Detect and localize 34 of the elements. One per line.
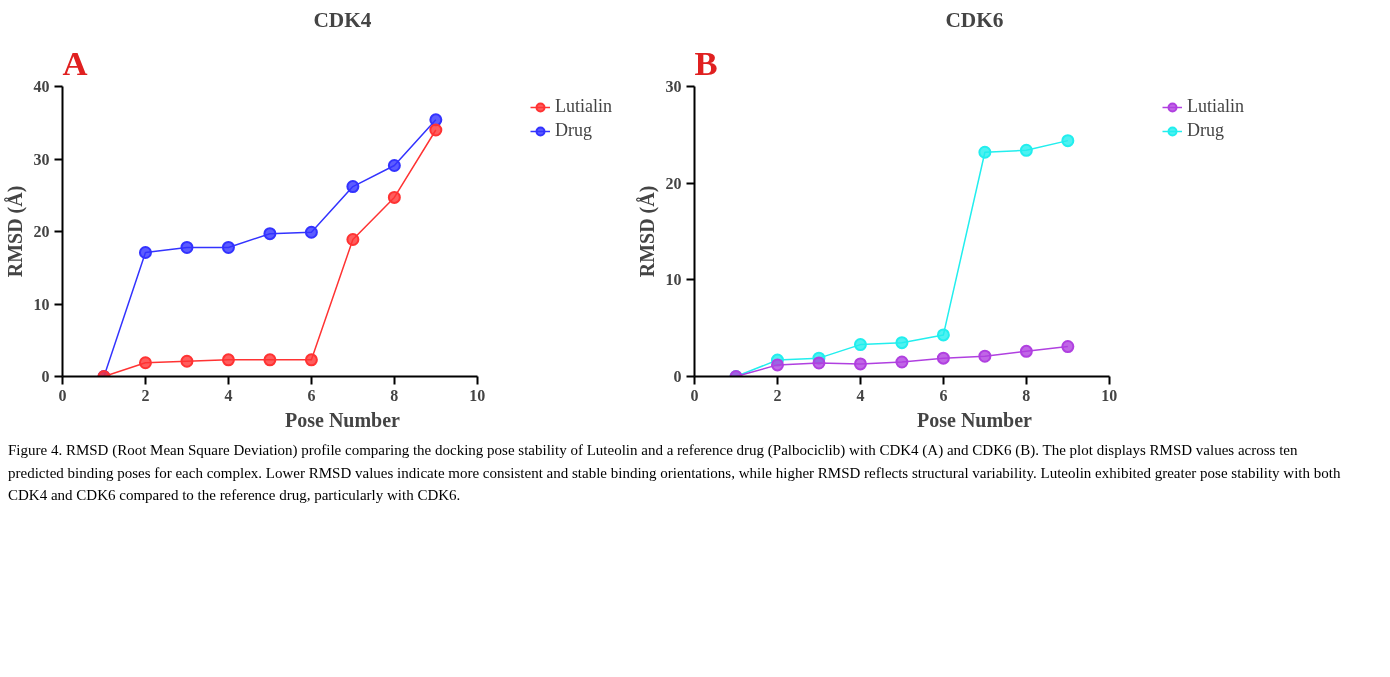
y-tick-label: 30 — [33, 150, 50, 168]
x-tick-label: 4 — [856, 386, 865, 404]
x-tick-label: 8 — [390, 386, 399, 404]
x-tick-label: 0 — [690, 386, 699, 404]
chart-title: CDK6 — [945, 7, 1004, 32]
x-axis-title: Pose Number — [285, 408, 401, 431]
x-axis-title: Pose Number — [917, 408, 1033, 431]
y-tick-label: 30 — [665, 78, 682, 95]
chart-title: CDK4 — [313, 7, 372, 32]
legend-label: Lutialin — [1187, 96, 1244, 117]
y-tick-label: 20 — [33, 223, 50, 240]
x-tick-label: 10 — [1101, 386, 1118, 404]
x-tick-label: 2 — [141, 386, 150, 404]
x-tick-label: 10 — [469, 386, 486, 404]
legend-label: Drug — [1187, 120, 1224, 141]
y-tick-label: 10 — [33, 295, 50, 313]
y-tick-label: 0 — [41, 368, 50, 385]
text: B — [694, 43, 718, 82]
y-axis-title: RMSD (Å) — [635, 185, 659, 278]
x-tick-label: 2 — [773, 386, 782, 404]
x-tick-label: 8 — [1022, 386, 1031, 404]
caption: Figure 4. RMSD (Root Mean Square Deviation) profile comparing the docking pose stability of Luteolin and a reference drug (Palbociclib) with CDK4 (A) and CDK6 (B). The plot displays RMSD values across ten predicted binding poses for each complex. Lower RMSD values indicate more consistent and stable binding orientations, while higher RMSD reflects structural variability. Luteolin exhibited greater pose stability with both CDK4 and CDK6 compared to the reference drug, particularly with CDK6. — [8, 441, 1342, 505]
legend-label: Drug — [555, 120, 592, 141]
y-axis-title: RMSD (Å) — [3, 185, 27, 278]
y-tick-label: 0 — [673, 368, 682, 385]
x-tick-label: 6 — [939, 386, 948, 404]
text: A — [62, 43, 88, 82]
x-tick-label: 6 — [307, 386, 316, 404]
x-tick-label: 4 — [224, 386, 233, 404]
x-tick-label: 0 — [58, 386, 67, 404]
y-tick-label: 40 — [33, 78, 50, 95]
y-tick-label: 10 — [665, 271, 682, 289]
y-tick-label: 20 — [665, 174, 682, 192]
legend-label: Lutialin — [555, 96, 612, 117]
